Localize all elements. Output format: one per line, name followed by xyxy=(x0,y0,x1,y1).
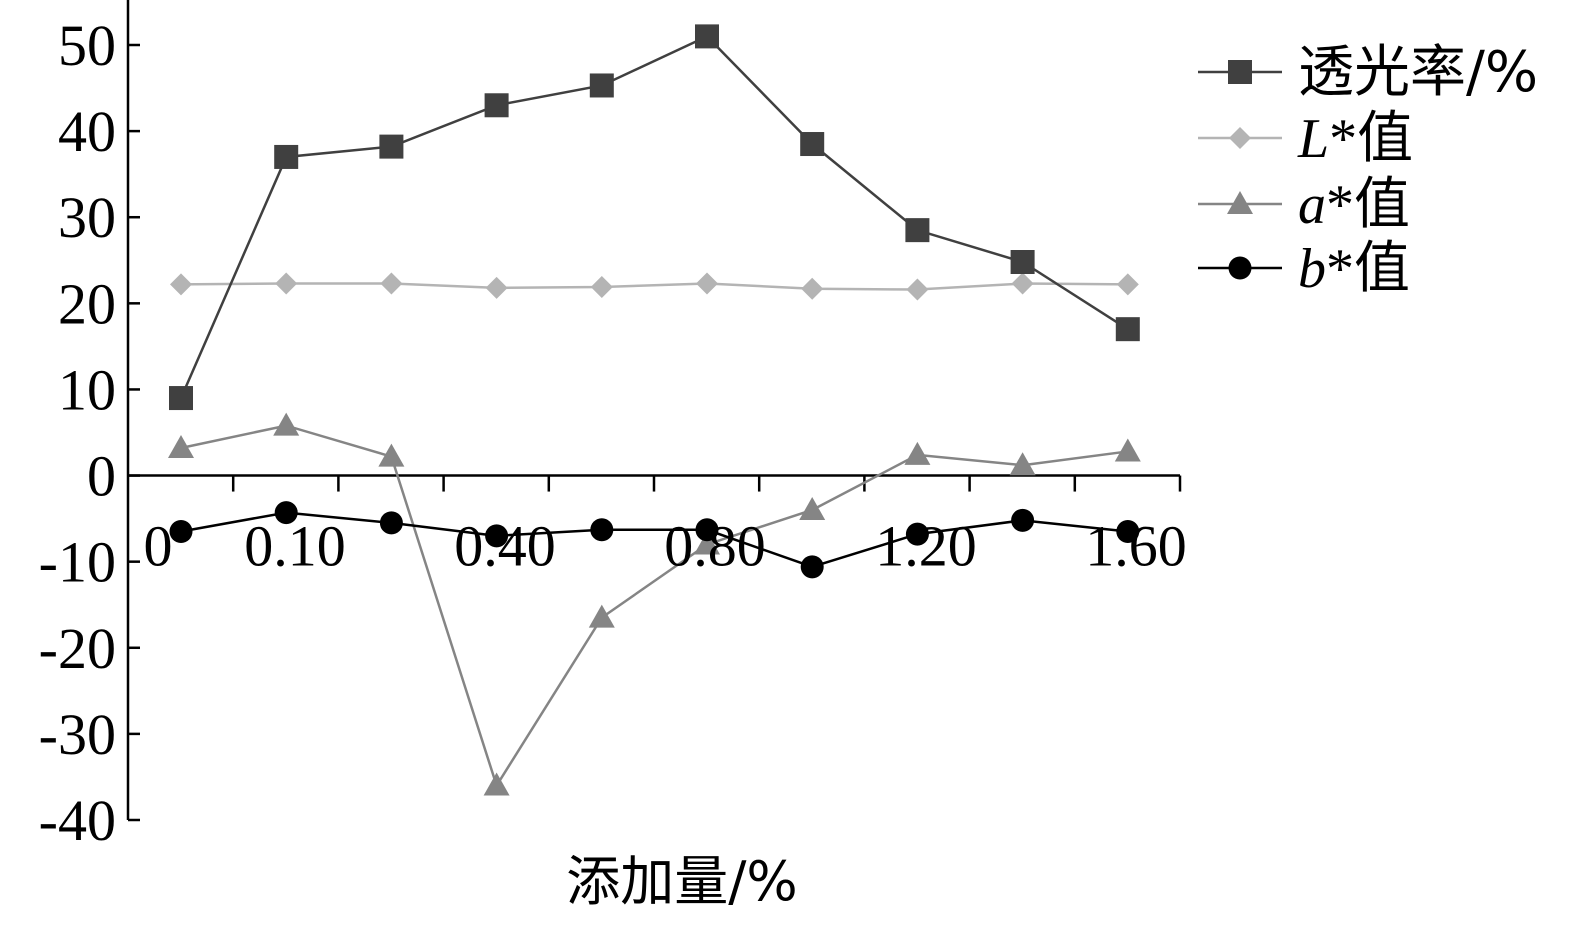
tick-labels: 50 40 30 20 10 0 -10 -20 -30 -40 0 0.10 0.40 0.80 1.20… xyxy=(39,13,1187,853)
data-point xyxy=(800,132,825,157)
data-point xyxy=(1116,520,1140,544)
series-layer xyxy=(168,24,1141,796)
data-point xyxy=(273,412,300,436)
series-line xyxy=(180,511,1128,569)
data-point xyxy=(378,443,405,467)
series-line xyxy=(179,34,1129,399)
data-point xyxy=(275,272,298,295)
data-point xyxy=(590,518,614,542)
data-point xyxy=(1011,272,1034,295)
series-4 xyxy=(169,501,1140,579)
data-point xyxy=(274,501,298,525)
data-point xyxy=(1114,438,1141,462)
data-point xyxy=(590,275,613,298)
data-point xyxy=(1010,250,1035,274)
legend-label-part: a xyxy=(1298,174,1326,236)
data-point xyxy=(695,518,719,542)
data-point xyxy=(1116,273,1139,296)
data-point xyxy=(799,497,826,520)
legend-item: L*值 xyxy=(1198,106,1413,171)
axes xyxy=(126,0,1182,822)
data-point xyxy=(170,273,192,296)
data-point xyxy=(588,604,615,628)
legend-label: a*值 xyxy=(1298,172,1410,237)
data-point xyxy=(483,772,510,796)
series-2 xyxy=(170,272,1139,301)
data-point xyxy=(484,93,509,118)
data-point xyxy=(696,272,718,295)
legend-label: L*值 xyxy=(1297,106,1413,171)
data-point xyxy=(379,134,404,159)
legend-label-part: 透光率/% xyxy=(1298,40,1538,105)
legend-marker xyxy=(1228,60,1252,84)
legend-item: 透光率/% xyxy=(1198,40,1538,105)
data-point xyxy=(904,441,931,465)
legend-label: b*值 xyxy=(1298,236,1410,301)
data-point xyxy=(800,555,824,579)
y-tick-label: -40 xyxy=(39,788,116,853)
y-tick-label: -10 xyxy=(39,530,116,595)
x-tick-label: 0.80 xyxy=(664,514,766,579)
y-tick-label: 40 xyxy=(58,99,116,164)
data-point xyxy=(169,386,193,411)
series-line xyxy=(180,282,1128,291)
legend-label-part: b xyxy=(1298,238,1326,300)
data-point xyxy=(485,276,508,299)
series-3 xyxy=(168,412,1141,796)
y-tick-label: 10 xyxy=(58,357,116,422)
data-point xyxy=(905,522,929,546)
data-point xyxy=(905,218,930,243)
y-tick-label: 20 xyxy=(58,271,116,336)
legend-item: a*值 xyxy=(1198,172,1410,237)
y-tick-label: 30 xyxy=(58,185,116,250)
data-point xyxy=(695,24,719,49)
legend-label: 透光率/% xyxy=(1298,40,1538,105)
data-point xyxy=(801,277,824,300)
data-point xyxy=(694,531,720,555)
x-tick-label: 0.40 xyxy=(454,514,556,579)
y-tick-label: 50 xyxy=(58,13,116,78)
legend-marker xyxy=(1228,256,1252,280)
legend-label-part: 值 xyxy=(1354,236,1410,301)
x-tick-label: 0.10 xyxy=(244,514,346,579)
x-tick-label: 1.20 xyxy=(875,514,977,579)
data-point xyxy=(1011,508,1035,532)
data-point xyxy=(1009,452,1036,476)
legend-label-part: 值 xyxy=(1357,106,1413,171)
series-1 xyxy=(169,24,1140,411)
x-tick-label: 0 xyxy=(144,514,173,579)
data-point xyxy=(589,73,614,98)
series-line xyxy=(180,424,1128,789)
y-tick-label: 0 xyxy=(87,444,116,509)
legend-label-part: * xyxy=(1329,108,1357,170)
data-point xyxy=(380,272,403,295)
data-point xyxy=(274,144,299,169)
data-point xyxy=(168,435,194,458)
legend-label-part: L xyxy=(1297,108,1329,170)
data-point xyxy=(485,524,509,548)
data-point xyxy=(1115,317,1140,342)
data-point xyxy=(379,511,403,535)
legend-marker xyxy=(1229,127,1251,149)
x-axis-title: 添加量/% xyxy=(566,850,798,913)
data-point xyxy=(906,278,929,301)
legend: 透光率/%L*值a*值b*值 xyxy=(1198,40,1538,301)
y-tick-label: -20 xyxy=(39,616,116,681)
legend-label-part: 值 xyxy=(1354,172,1410,237)
data-point xyxy=(169,520,193,544)
legend-marker xyxy=(1227,191,1253,214)
y-tick-label: -30 xyxy=(39,702,116,767)
x-tick-label: 1.60 xyxy=(1085,514,1187,579)
legend-label-part: * xyxy=(1326,174,1354,236)
legend-item: b*值 xyxy=(1198,236,1410,301)
legend-label-part: * xyxy=(1326,238,1354,300)
